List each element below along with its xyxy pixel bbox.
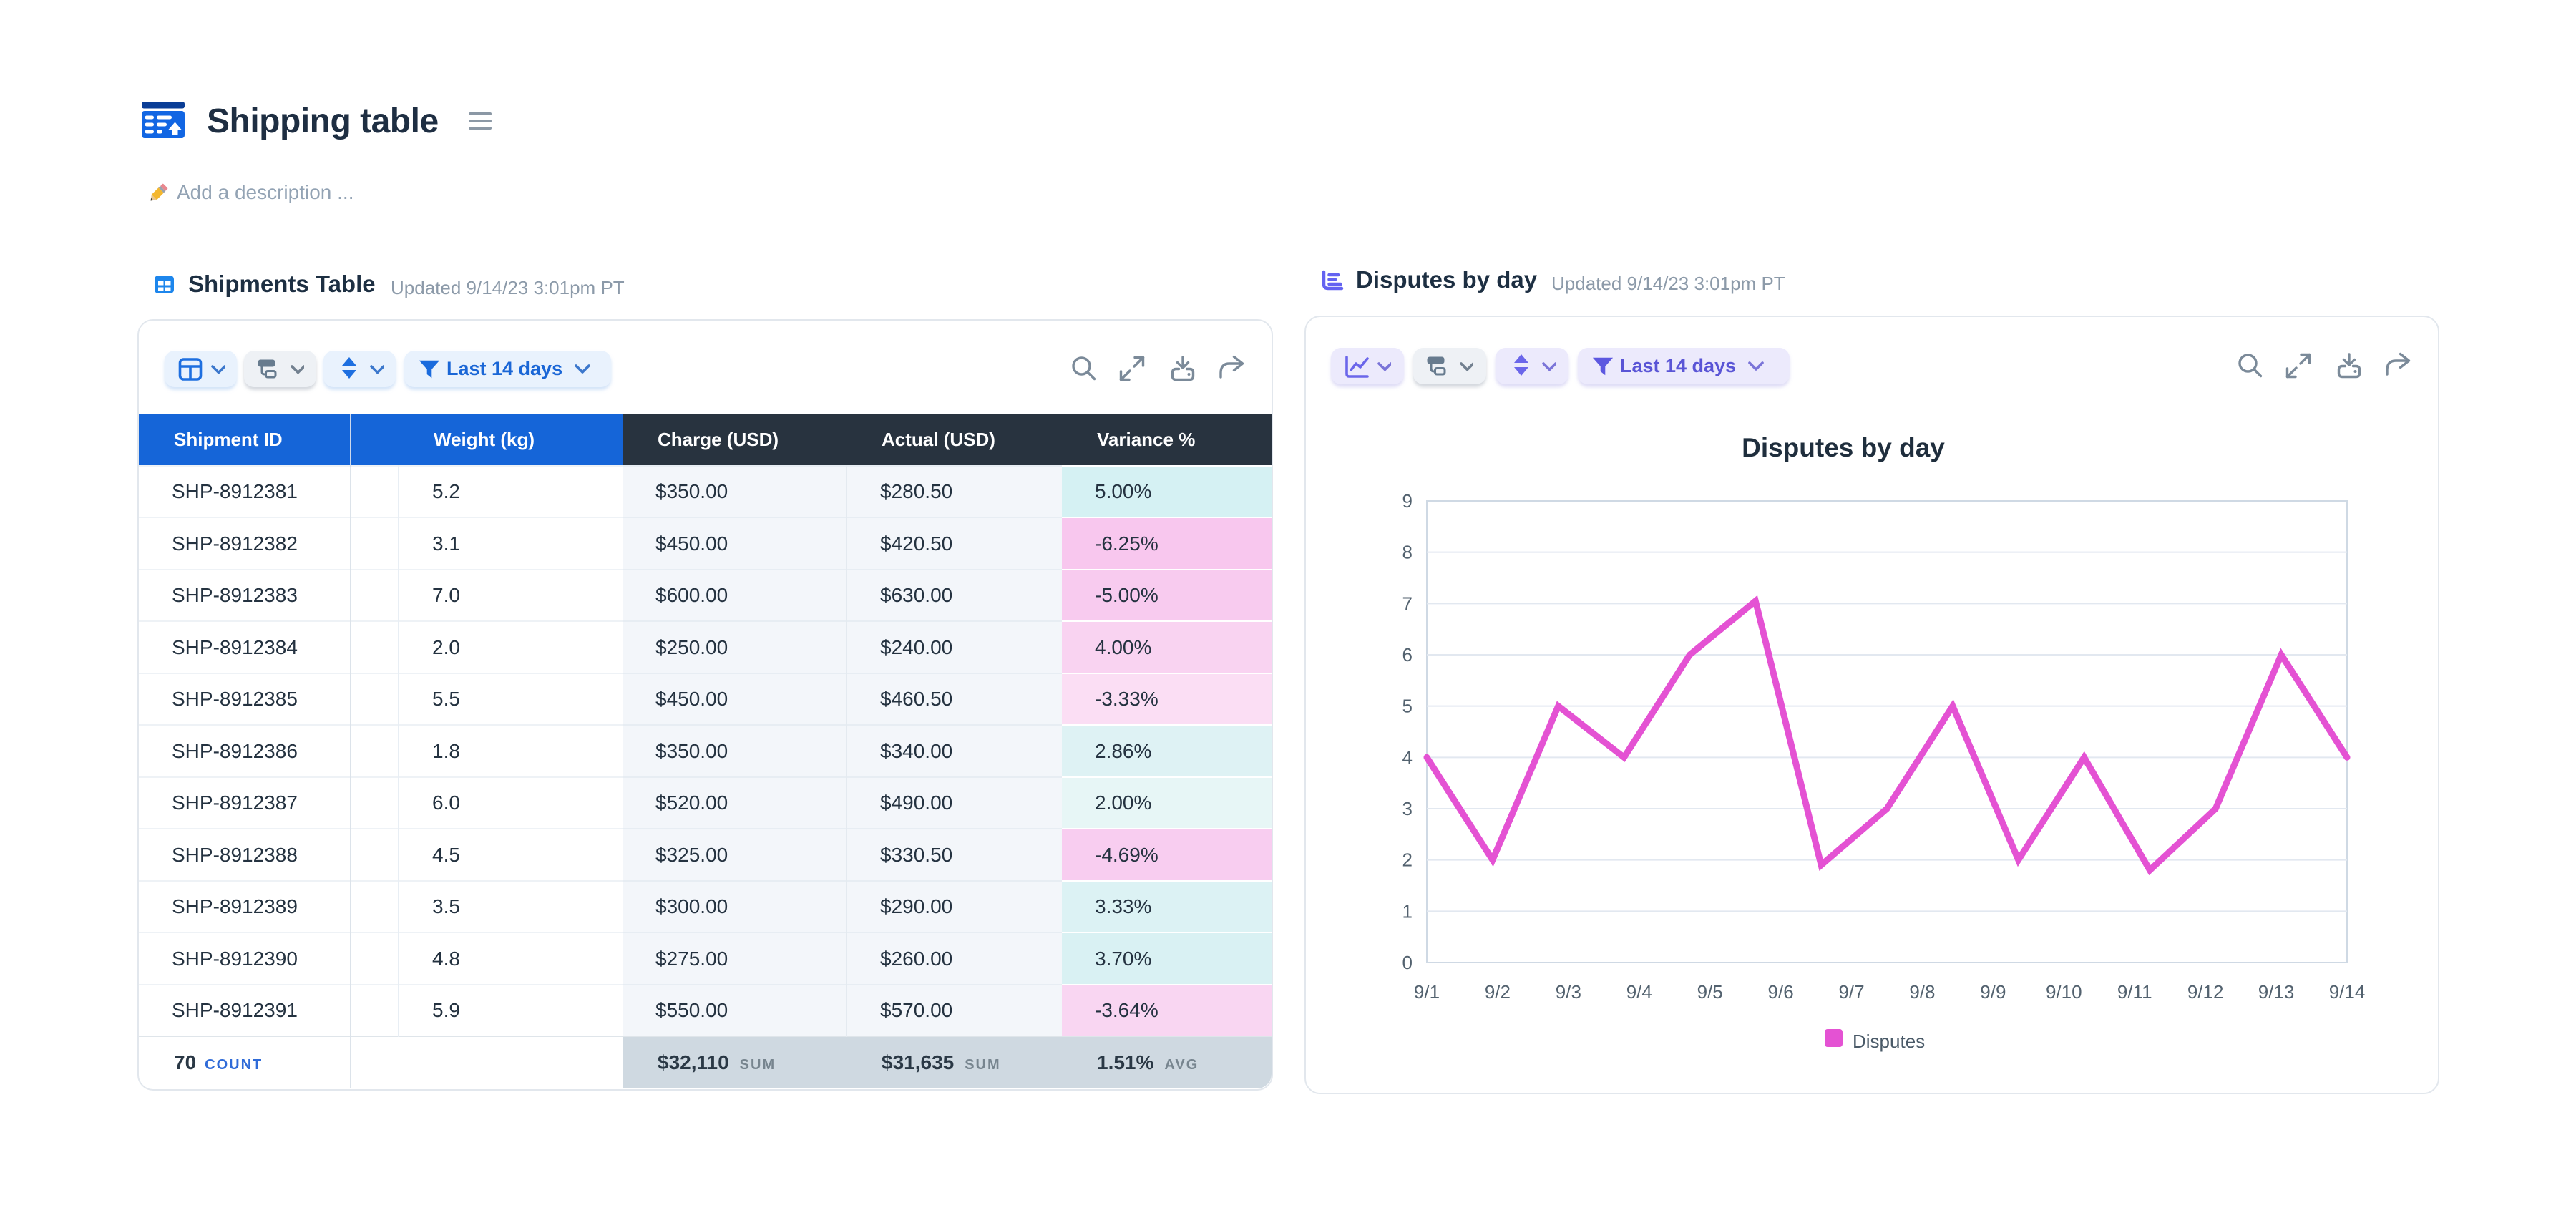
- svg-text:Disputes by day: Disputes by day: [1742, 433, 1945, 462]
- svg-text:9/12: 9/12: [2187, 981, 2224, 1003]
- svg-text:0: 0: [1402, 952, 1413, 973]
- svg-text:8: 8: [1402, 542, 1413, 563]
- svg-text:9/9: 9/9: [1980, 981, 2006, 1003]
- svg-text:9: 9: [1402, 490, 1413, 512]
- svg-text:3: 3: [1402, 798, 1413, 819]
- svg-text:9/13: 9/13: [2258, 981, 2295, 1003]
- svg-text:9/11: 9/11: [2117, 981, 2152, 1003]
- svg-text:Disputes: Disputes: [1853, 1031, 1925, 1052]
- svg-text:2: 2: [1402, 849, 1413, 871]
- svg-text:4: 4: [1402, 746, 1413, 768]
- svg-text:9/4: 9/4: [1626, 981, 1652, 1003]
- svg-text:9/14: 9/14: [2329, 981, 2366, 1003]
- svg-text:1: 1: [1402, 900, 1413, 922]
- svg-text:5: 5: [1402, 696, 1413, 717]
- svg-text:9/10: 9/10: [2046, 981, 2082, 1003]
- svg-text:9/3: 9/3: [1556, 981, 1581, 1003]
- svg-text:7: 7: [1402, 593, 1413, 614]
- svg-text:9/6: 9/6: [1768, 981, 1794, 1003]
- svg-text:9/7: 9/7: [1838, 981, 1864, 1003]
- svg-text:9/5: 9/5: [1697, 981, 1723, 1003]
- svg-text:6: 6: [1402, 644, 1413, 666]
- svg-text:9/1: 9/1: [1414, 981, 1440, 1003]
- svg-text:9/2: 9/2: [1485, 981, 1511, 1003]
- svg-text:9/8: 9/8: [1909, 981, 1935, 1003]
